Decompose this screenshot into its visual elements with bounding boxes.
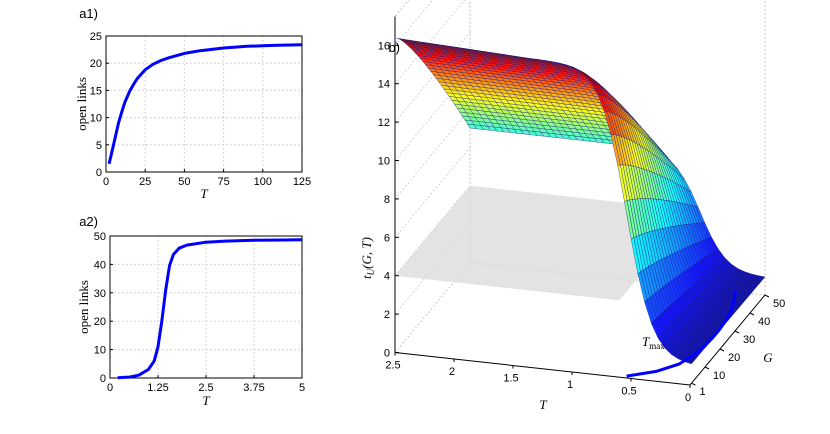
a1-ytick-label: 15 <box>90 85 102 97</box>
a2-ytick-label: 10 <box>94 345 106 357</box>
a1-axes-box <box>105 35 303 173</box>
b-ytick-label: 30 <box>743 334 755 346</box>
b-ztick-label: 2 <box>384 309 390 321</box>
b-plane <box>395 185 695 301</box>
a1-grid <box>105 35 303 173</box>
a2-xtick-label: 3.75 <box>243 382 264 394</box>
b-ytick-mark <box>691 382 696 386</box>
a1-xtick-label: 25 <box>139 176 151 188</box>
b-xtick-label: 1.5 <box>503 373 518 385</box>
a2-y-label: open links <box>76 280 91 334</box>
b-y-label: G <box>763 350 773 365</box>
b-z-label-text: tU(G, T) <box>359 237 376 279</box>
a2-ytick-label: 50 <box>94 231 106 243</box>
b-ytick-mark <box>719 348 725 352</box>
b-ytick-label: 20 <box>728 352 740 364</box>
a2-grid <box>109 235 303 379</box>
b-ztick-label: 12 <box>378 117 390 129</box>
b-ytick-mark <box>749 312 755 316</box>
a2-ytick-label: 20 <box>94 316 106 328</box>
a1-xtick-label: 75 <box>217 176 229 188</box>
b-zgrid <box>394 0 434 46</box>
b-ytick-label: 50 <box>773 298 785 310</box>
b-xtick-label: 2.5 <box>385 360 400 372</box>
b-xtick-label: 0 <box>685 392 691 404</box>
b-ytick-label: 40 <box>758 316 770 328</box>
b-x-label: T <box>539 397 547 412</box>
b-ztick-label: 0 <box>384 348 390 360</box>
b-ytick-mark <box>734 330 740 334</box>
a2-ytick-label: 0 <box>100 373 106 385</box>
a2-axes-box <box>109 235 303 379</box>
b-t-axis <box>394 352 691 386</box>
b-ztick-label: 14 <box>378 79 390 91</box>
b-xtick-label: 1 <box>567 379 573 391</box>
a1-ytick-label: 10 <box>90 113 102 125</box>
a1-xtick-label: 125 <box>293 176 311 188</box>
a1-series-line <box>107 43 303 165</box>
b-xtick-label: 0.5 <box>621 386 636 398</box>
a2-x-label: T <box>202 393 210 408</box>
a1-ytick-label: 5 <box>96 140 102 152</box>
a1-tick-labels: 0 25 50 75 100 125 0 5 10 15 20 25 <box>90 31 311 188</box>
b-ztick-label: 6 <box>384 232 390 244</box>
a2-ytick-label: 30 <box>94 288 106 300</box>
a1-ytick-label: 0 <box>96 167 102 179</box>
a1-xtick-label: 50 <box>178 176 190 188</box>
a1-ytick-label: 25 <box>90 31 102 43</box>
a1-x-label: T <box>200 186 208 201</box>
b-ztick-label: 8 <box>384 194 390 206</box>
a2-panel-label: a2) <box>79 214 98 229</box>
a2-xtick-label: 0 <box>107 382 113 394</box>
b-ztick-label: 16 <box>378 40 390 52</box>
b-g-axis <box>689 294 766 386</box>
a1-panel-label: a1) <box>79 6 98 21</box>
a2-xtick-label: 1.25 <box>147 382 168 394</box>
b-surface-mesh <box>396 38 766 365</box>
a1-y-label: open links <box>74 77 89 131</box>
b-ytick-mark <box>704 366 710 370</box>
a2-series-line <box>117 238 303 380</box>
b-tmax-curve <box>626 291 737 378</box>
b-ztick-label: 4 <box>384 271 390 283</box>
b-ztick-label: 10 <box>378 156 390 168</box>
b-ytick-label: 1 <box>700 386 706 398</box>
b-3d-box <box>394 0 766 386</box>
b-zgrid <box>394 108 471 200</box>
a2-xtick-label: 5 <box>299 382 305 394</box>
a1-xtick-label: 100 <box>254 176 272 188</box>
b-panel-label: b) <box>388 40 400 55</box>
a1-xtick-label: 0 <box>103 176 109 188</box>
b-z-label: tU(G, T) <box>359 237 376 279</box>
a1-ytick-label: 20 <box>90 58 102 70</box>
chart-a1: 0 25 50 75 100 125 0 5 10 15 20 25 a1) T open links <box>74 6 311 201</box>
b-ytick-label: 10 <box>713 370 725 382</box>
a2-xtick-label: 2.5 <box>198 382 213 394</box>
a2-ytick-label: 40 <box>94 259 106 271</box>
b-xtick-label: 2 <box>449 366 455 378</box>
b-ytick-mark <box>764 294 770 298</box>
